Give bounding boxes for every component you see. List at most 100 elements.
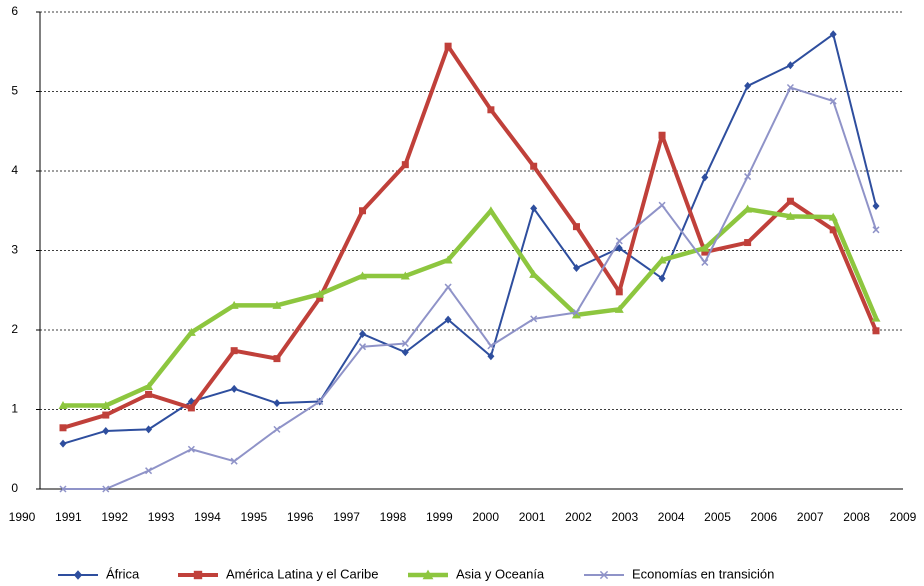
x-tick-label: 2006 — [751, 510, 778, 524]
y-tick-label: 1 — [11, 402, 18, 416]
y-tick-label: 5 — [11, 84, 18, 98]
legend-label: América Latina y el Caribe — [226, 566, 378, 581]
marker — [785, 211, 795, 220]
marker — [786, 61, 794, 70]
marker — [102, 426, 110, 435]
marker — [102, 411, 110, 419]
marker — [700, 243, 710, 252]
marker — [744, 239, 752, 247]
marker — [487, 342, 495, 350]
marker — [359, 329, 367, 338]
x-tick-label: 1996 — [287, 510, 314, 524]
x-tick-label: 1997 — [333, 510, 360, 524]
marker — [615, 288, 623, 296]
marker — [401, 348, 409, 357]
marker — [230, 384, 238, 393]
x-tick-label: 1993 — [148, 510, 175, 524]
marker — [58, 401, 68, 410]
marker — [145, 425, 153, 434]
marker — [359, 207, 367, 215]
x-tick-label: 2007 — [797, 510, 824, 524]
x-tick-label: 1990 — [9, 510, 36, 524]
marker — [102, 485, 110, 493]
x-tick-label: 2000 — [472, 510, 499, 524]
marker — [872, 327, 880, 335]
marker — [828, 212, 838, 221]
marker — [701, 248, 709, 256]
marker — [572, 223, 580, 231]
marker — [358, 271, 368, 280]
marker — [144, 381, 154, 390]
legend-label: África — [106, 566, 140, 581]
series-line — [63, 206, 879, 408]
marker — [530, 204, 538, 213]
marker — [230, 347, 238, 355]
marker — [444, 315, 452, 324]
marker — [786, 197, 794, 205]
marker — [571, 310, 581, 319]
marker — [599, 570, 609, 580]
x-tick-label: 2004 — [658, 510, 685, 524]
x-tick-label: 1998 — [380, 510, 407, 524]
x-tick-label: 2001 — [519, 510, 546, 524]
y-tick-label: 4 — [11, 163, 18, 177]
marker — [400, 271, 410, 280]
marker — [59, 485, 67, 493]
series-line — [62, 44, 878, 430]
x-tick-label: 2008 — [843, 510, 870, 524]
marker — [872, 226, 880, 234]
x-tick-label: 1994 — [194, 510, 221, 524]
marker — [701, 258, 709, 266]
marker — [829, 97, 837, 105]
marker — [273, 355, 281, 363]
x-tick-label: 2003 — [611, 510, 638, 524]
marker — [658, 201, 666, 209]
marker — [358, 343, 367, 351]
x-tick-label: 1992 — [101, 510, 128, 524]
marker — [401, 339, 409, 348]
marker — [487, 106, 495, 114]
marker — [829, 30, 837, 39]
marker — [187, 404, 195, 412]
marker — [572, 308, 581, 317]
legend-label: Asia y Oceanía — [456, 566, 545, 581]
x-tick-label: 1999 — [426, 510, 453, 524]
marker — [59, 424, 67, 432]
marker — [615, 237, 623, 245]
marker — [273, 425, 281, 433]
x-tick-label: 2002 — [565, 510, 592, 524]
marker — [658, 274, 666, 283]
marker — [59, 439, 67, 448]
x-tick-label: 2005 — [704, 510, 731, 524]
marker — [401, 161, 409, 169]
marker — [273, 399, 281, 408]
marker — [230, 457, 238, 465]
marker — [615, 244, 623, 253]
marker — [73, 570, 83, 580]
marker — [657, 255, 667, 264]
marker — [486, 206, 496, 215]
marker — [572, 263, 580, 272]
x-tick-label: 1991 — [55, 510, 82, 524]
marker — [315, 289, 325, 298]
series-line — [63, 86, 877, 490]
marker — [193, 570, 203, 580]
marker — [614, 304, 624, 313]
marker — [444, 42, 452, 50]
marker — [786, 83, 794, 92]
marker — [145, 467, 153, 475]
marker — [487, 352, 495, 361]
marker — [422, 569, 434, 580]
x-tick-label: 1995 — [240, 510, 267, 524]
legend-label: Economías en transición — [632, 566, 774, 581]
marker — [443, 255, 453, 264]
y-tick-label: 3 — [11, 243, 18, 257]
marker — [186, 327, 196, 336]
marker — [272, 300, 282, 309]
marker — [145, 390, 153, 398]
marker — [871, 313, 881, 322]
marker — [829, 226, 837, 234]
marker — [743, 204, 753, 213]
marker — [744, 173, 752, 181]
